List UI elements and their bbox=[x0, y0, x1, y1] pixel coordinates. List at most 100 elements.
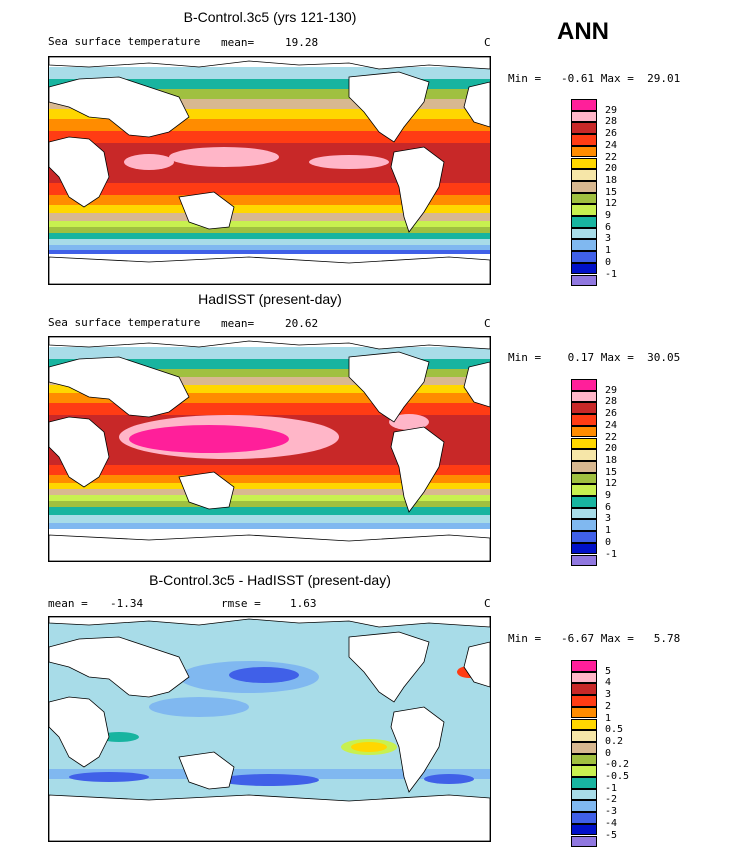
legend-label: 29 bbox=[605, 104, 618, 116]
panel1-map-svg bbox=[49, 57, 490, 284]
legend-label: -1 bbox=[605, 782, 618, 794]
panel2-legend: 29 28 26 24 22 20 18 15 12 9 6 3 1 0 -1 bbox=[571, 379, 661, 569]
legend-label: 24 bbox=[605, 419, 618, 431]
legend-label: 3 bbox=[605, 689, 612, 701]
legend-swatch bbox=[571, 122, 597, 135]
panel2-mean-value: 20.62 bbox=[285, 317, 319, 330]
legend-swatch bbox=[571, 800, 597, 813]
legend-swatch bbox=[571, 99, 597, 111]
legend-swatch bbox=[571, 753, 597, 766]
panel2-variable-label: Sea surface temperature bbox=[48, 316, 201, 329]
legend-label: 1 bbox=[605, 525, 612, 537]
panel1-legend: 29 28 26 24 22 20 18 15 12 9 6 3 1 0 -1 bbox=[571, 99, 661, 289]
legend-label: -1 bbox=[605, 548, 618, 560]
legend-swatch bbox=[571, 204, 597, 216]
panel3-units: C bbox=[484, 597, 491, 610]
legend-label: 0 bbox=[605, 747, 612, 759]
legend-label: 18 bbox=[605, 454, 618, 466]
legend-swatch bbox=[571, 157, 597, 170]
panel2-map bbox=[48, 336, 491, 562]
legend-swatch bbox=[571, 402, 597, 415]
legend-swatch bbox=[571, 788, 597, 801]
legend-swatch bbox=[571, 835, 597, 848]
legend-swatch bbox=[571, 765, 597, 777]
legend-label: 0.5 bbox=[605, 724, 624, 736]
panel1-variable-label: Sea surface temperature bbox=[48, 35, 201, 48]
legend-label: 0 bbox=[605, 536, 612, 548]
legend-swatch bbox=[571, 134, 597, 146]
legend-swatch bbox=[571, 706, 597, 719]
legend-label: 28 bbox=[605, 396, 618, 408]
legend-label: 1 bbox=[605, 712, 612, 724]
legend-swatch bbox=[571, 414, 597, 426]
legend-swatch bbox=[571, 777, 597, 789]
legend-label: 6 bbox=[605, 221, 612, 233]
panel3-map bbox=[48, 616, 491, 842]
legend-label: 28 bbox=[605, 116, 618, 128]
legend-swatch bbox=[571, 718, 597, 731]
legend-swatch bbox=[571, 812, 597, 824]
legend-swatch bbox=[571, 519, 597, 532]
legend-swatch bbox=[571, 449, 597, 461]
legend-label: -0.2 bbox=[605, 759, 630, 771]
legend-label: -5 bbox=[605, 829, 618, 841]
panel3-rmse-value: 1.63 bbox=[290, 597, 317, 610]
panel1-map bbox=[48, 56, 491, 285]
legend-swatch bbox=[571, 484, 597, 496]
legend-swatch bbox=[571, 227, 597, 240]
legend-swatch bbox=[571, 683, 597, 696]
legend-label: 15 bbox=[605, 186, 618, 198]
season-label: ANN bbox=[557, 18, 609, 45]
legend-label: 26 bbox=[605, 408, 618, 420]
legend-label: 5 bbox=[605, 665, 612, 677]
panel2-title: HadISST (present-day) bbox=[198, 291, 342, 307]
legend-swatch bbox=[571, 180, 597, 193]
legend-label: -1 bbox=[605, 268, 618, 280]
legend-swatch bbox=[571, 262, 597, 275]
legend-label: 3 bbox=[605, 513, 612, 525]
legend-label: 20 bbox=[605, 443, 618, 455]
legend-swatch bbox=[571, 496, 597, 508]
legend-swatch bbox=[571, 192, 597, 205]
legend-swatch bbox=[571, 554, 597, 567]
panel3-minmax: Min = -6.67 Max = 5.78 bbox=[508, 632, 681, 645]
legend-swatch bbox=[571, 460, 597, 473]
legend-label: -0.5 bbox=[605, 771, 630, 782]
legend-swatch bbox=[571, 730, 597, 742]
panel2-units: C bbox=[484, 317, 491, 330]
legend-swatch bbox=[571, 239, 597, 252]
legend-swatch bbox=[571, 274, 597, 287]
legend-label: 4 bbox=[605, 677, 612, 689]
panel1-mean-label: mean= bbox=[221, 36, 255, 49]
legend-swatch bbox=[571, 110, 597, 123]
legend-label: 0.2 bbox=[605, 735, 624, 747]
legend-swatch bbox=[571, 660, 597, 672]
panel2-mean-label: mean= bbox=[221, 317, 255, 330]
panel3-mean-value: -1.34 bbox=[110, 597, 144, 610]
panel3-map-svg bbox=[49, 617, 490, 841]
legend-label: 26 bbox=[605, 128, 618, 140]
legend-label: 22 bbox=[605, 431, 618, 443]
legend-swatch bbox=[571, 531, 597, 543]
panel3-title: B-Control.3c5 - HadISST (present-day) bbox=[149, 572, 391, 588]
legend-swatch bbox=[571, 507, 597, 520]
panel2-map-svg bbox=[49, 337, 490, 561]
legend-swatch bbox=[571, 437, 597, 450]
legend-swatch bbox=[571, 695, 597, 707]
legend-label: 0 bbox=[605, 256, 612, 268]
legend-label: -4 bbox=[605, 817, 618, 829]
legend-swatch bbox=[571, 472, 597, 485]
legend-swatch bbox=[571, 390, 597, 403]
panel1-mean-value: 19.28 bbox=[285, 36, 319, 49]
legend-label: 9 bbox=[605, 490, 612, 501]
panel1-title: B-Control.3c5 (yrs 121-130) bbox=[183, 9, 357, 25]
legend-swatch bbox=[571, 169, 597, 181]
legend-swatch bbox=[571, 251, 597, 263]
legend-label: 20 bbox=[605, 163, 618, 175]
panel1-units: C bbox=[484, 36, 491, 49]
legend-label: 18 bbox=[605, 174, 618, 186]
legend-label: 24 bbox=[605, 139, 618, 151]
legend-label: 12 bbox=[605, 198, 618, 210]
legend-label: 9 bbox=[605, 210, 612, 221]
panel3-rmse-label: rmse = bbox=[221, 597, 261, 610]
